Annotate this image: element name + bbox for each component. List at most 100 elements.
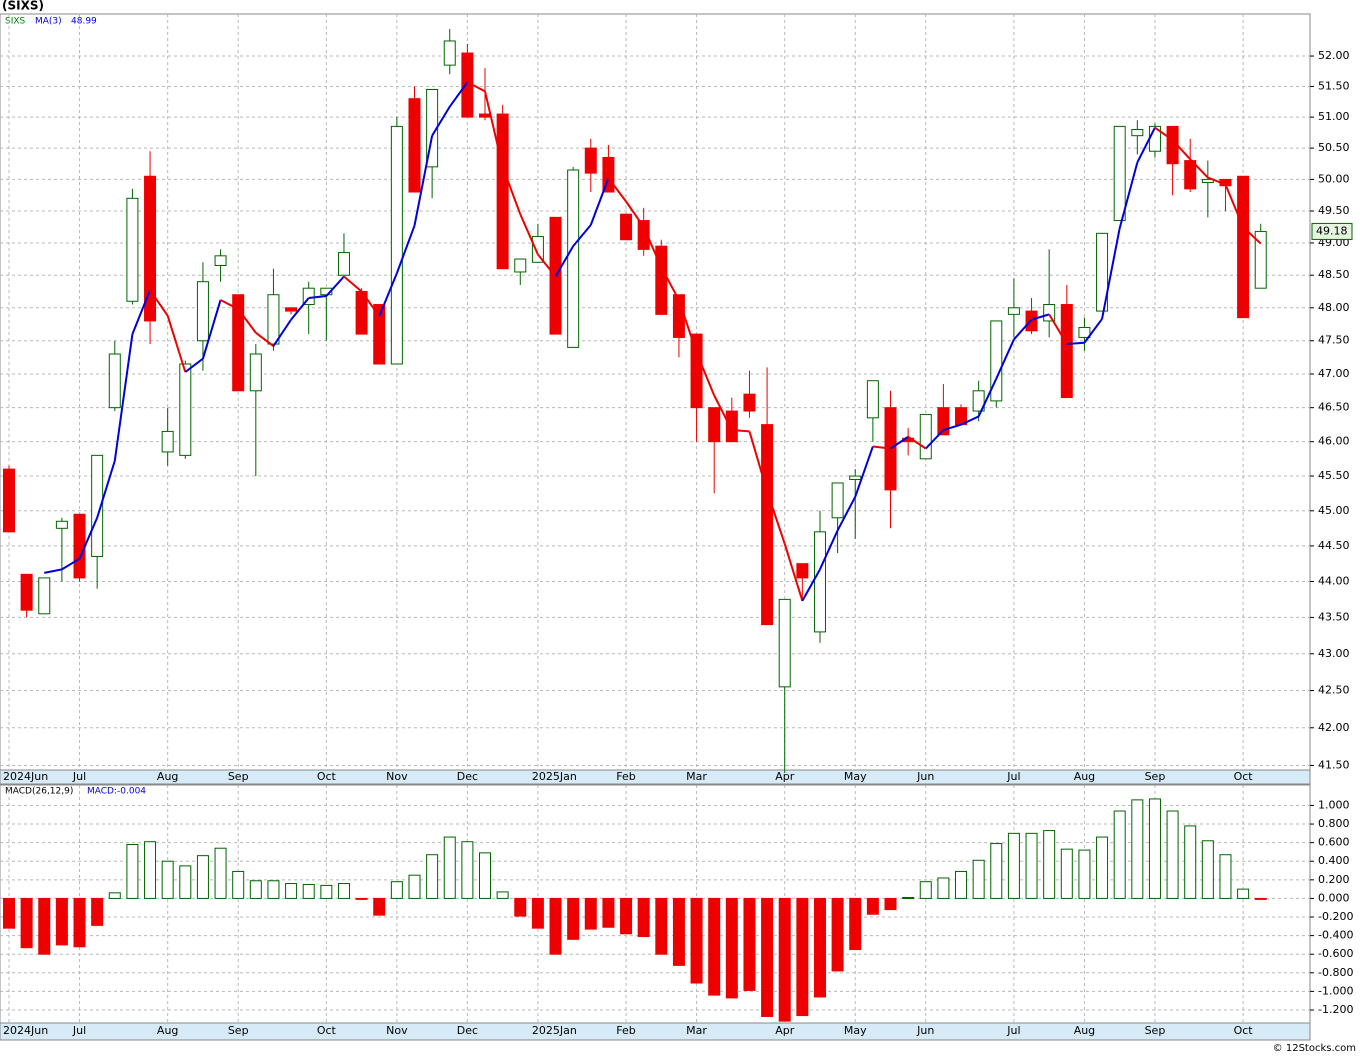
- x-tick-label: Oct: [317, 1024, 337, 1037]
- candle-body: [144, 175, 157, 322]
- ma-segment: [201, 299, 222, 359]
- y-tick-label: 50.00: [1318, 172, 1350, 185]
- ma-segment: [431, 106, 451, 137]
- ma-segment: [907, 436, 927, 450]
- candle-body: [285, 307, 298, 312]
- macd-bar: [55, 897, 68, 946]
- x-tick-label: Jul: [1006, 770, 1020, 783]
- y-tick-label: 47.50: [1318, 334, 1350, 347]
- y-tick-label: 0.800: [1318, 817, 1350, 830]
- candle-body: [1131, 128, 1144, 137]
- candle-body: [743, 393, 756, 412]
- macd-bar: [761, 897, 774, 1017]
- x-tick-label: Aug: [1074, 770, 1095, 783]
- macd-bar: [602, 897, 615, 928]
- ma-segment: [44, 568, 63, 574]
- macd-bar: [3, 897, 15, 929]
- ma-segment: [237, 308, 257, 334]
- ma-segment: [925, 429, 945, 450]
- macd-bar: [1184, 825, 1197, 899]
- x-tick-label: 2024Jun: [3, 770, 48, 783]
- macd-bar: [531, 897, 544, 929]
- macd-bar: [179, 865, 192, 899]
- candle-body: [479, 113, 492, 118]
- y-tick-label: 43.00: [1318, 647, 1350, 660]
- macd-bar: [1043, 830, 1056, 899]
- x-tick-label: Sep: [228, 770, 249, 783]
- x-tick-label: Dec: [457, 770, 478, 783]
- macd-bar: [232, 870, 245, 899]
- ma-segment: [501, 166, 522, 215]
- candle-body: [637, 220, 650, 250]
- macd-bar: [1131, 799, 1144, 899]
- macd-bar: [144, 841, 157, 899]
- x-tick-label: Aug: [157, 770, 178, 783]
- macd-bar: [743, 897, 756, 991]
- macd-bar: [1254, 897, 1267, 900]
- candle-body: [725, 410, 738, 443]
- x-tick-label: Oct: [1234, 770, 1254, 783]
- macd-bar: [708, 897, 721, 996]
- y-tick-label: -0.400: [1318, 929, 1353, 942]
- y-tick-label: 42.00: [1318, 721, 1350, 734]
- x-tick-label: Apr: [775, 770, 795, 783]
- candle-body: [919, 413, 932, 460]
- ma-segment: [677, 299, 698, 353]
- ma-segment: [872, 445, 891, 450]
- ma-segment: [554, 245, 575, 278]
- x-tick-label: Sep: [1145, 770, 1166, 783]
- candle-body: [408, 98, 421, 193]
- candle-body: [1096, 232, 1109, 312]
- ma-segment: [131, 289, 151, 335]
- x-tick-label: Aug: [1074, 1024, 1095, 1037]
- x-tick-label: Jun: [916, 770, 934, 783]
- x-tick-label: Dec: [457, 1024, 478, 1037]
- macd-bar: [813, 897, 826, 998]
- x-tick-label: Feb: [616, 1024, 635, 1037]
- y-tick-label: -1.000: [1318, 984, 1353, 997]
- ma-segment: [660, 266, 680, 301]
- candle-body: [1078, 327, 1091, 338]
- ma-segment: [889, 436, 909, 450]
- candle-body: [373, 304, 386, 365]
- candle-body: [972, 390, 985, 412]
- macd-bar: [655, 897, 668, 955]
- ma-segment: [308, 295, 327, 299]
- candle-body: [990, 320, 1003, 402]
- candle-body: [708, 407, 721, 443]
- candle-body: [38, 577, 51, 615]
- y-tick-label: 1.000: [1318, 798, 1350, 811]
- macd-bar: [38, 897, 51, 955]
- candle-body: [1201, 178, 1214, 184]
- ma-segment: [360, 290, 381, 317]
- ma-segment: [960, 415, 980, 426]
- x-tick-label: Sep: [1145, 1024, 1166, 1037]
- y-tick-label: 0.400: [1318, 854, 1350, 867]
- macd-bar: [637, 897, 650, 938]
- macd-bar: [849, 897, 862, 951]
- macd-panel: [0, 784, 1311, 1024]
- macd-bar: [549, 897, 562, 955]
- ma-segment: [1118, 162, 1139, 229]
- ma-segment: [78, 517, 99, 560]
- last-price-label: 49.18: [1316, 224, 1348, 237]
- x-tick-label: 2024Jun: [3, 1024, 48, 1037]
- ma-segment: [255, 332, 275, 347]
- legend-ma: MA(3): [35, 17, 62, 27]
- x-tick-label: 2025Jan: [532, 770, 577, 783]
- x-tick-label: Oct: [317, 770, 337, 783]
- candle-body: [91, 454, 104, 558]
- date-band: [0, 1022, 1311, 1041]
- ma-segment: [220, 299, 239, 311]
- macd-bar: [496, 891, 509, 899]
- ma-segment: [943, 423, 962, 432]
- macd-bar: [955, 870, 968, 899]
- x-tick-label: Mar: [686, 770, 707, 783]
- candle-body: [1237, 175, 1250, 319]
- y-tick-label: 44.00: [1318, 574, 1350, 587]
- x-tick-label: Oct: [1234, 1024, 1254, 1037]
- candle-body: [937, 407, 950, 436]
- ma-segment: [166, 315, 187, 373]
- candle-body: [567, 169, 580, 348]
